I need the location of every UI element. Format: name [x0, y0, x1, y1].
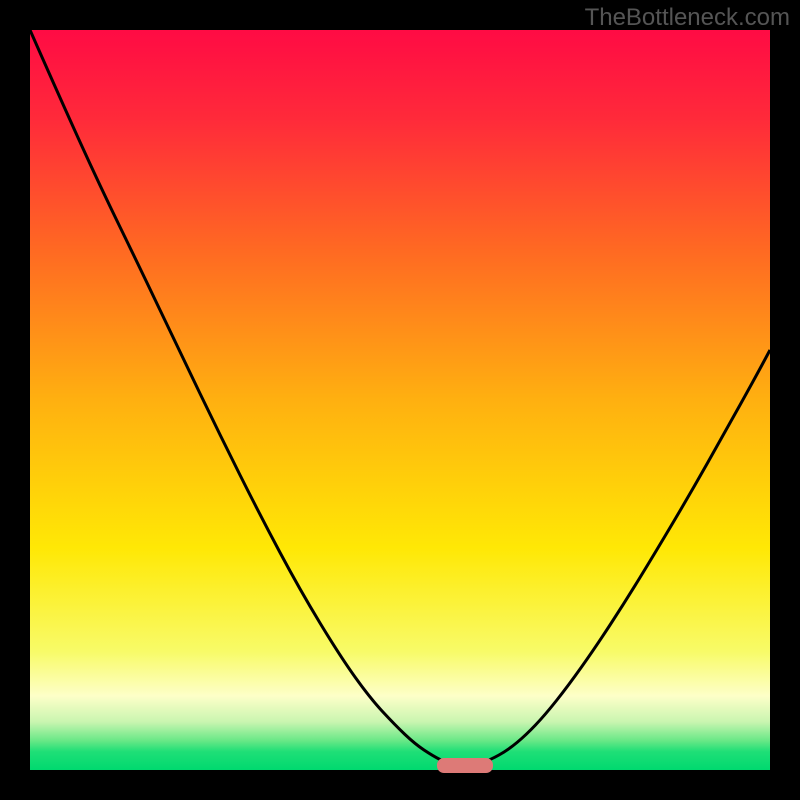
watermark-text: TheBottleneck.com: [585, 4, 790, 32]
plot-background: [30, 30, 770, 770]
chart-svg: [0, 0, 800, 800]
minimum-marker: [437, 758, 493, 773]
chart-container: TheBottleneck.com: [0, 0, 800, 800]
